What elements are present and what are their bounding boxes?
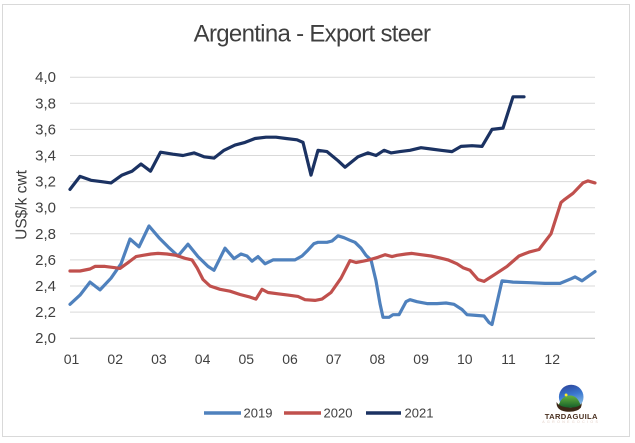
svg-text:08: 08 [370, 351, 386, 367]
svg-text:TARDAGUILA: TARDAGUILA [545, 412, 598, 421]
svg-text:03: 03 [151, 351, 167, 367]
svg-text:12: 12 [544, 351, 560, 367]
svg-text:11: 11 [501, 351, 516, 367]
svg-text:10: 10 [457, 351, 473, 367]
svg-text:2,2: 2,2 [35, 304, 56, 321]
svg-text:3,2: 3,2 [35, 174, 56, 191]
svg-text:04: 04 [195, 351, 211, 367]
svg-text:3,4: 3,4 [35, 148, 56, 165]
svg-text:3,0: 3,0 [35, 200, 56, 217]
svg-text:4,0: 4,0 [35, 69, 56, 86]
svg-text:2020: 2020 [324, 406, 353, 421]
svg-text:3,8: 3,8 [35, 95, 56, 112]
svg-text:2,0: 2,0 [35, 330, 56, 347]
svg-text:2,4: 2,4 [35, 278, 56, 295]
svg-text:07: 07 [326, 351, 342, 367]
svg-text:AGRONEGOCIOS: AGRONEGOCIOS [542, 420, 600, 424]
svg-text:2021: 2021 [405, 406, 434, 421]
svg-text:09: 09 [413, 351, 429, 367]
svg-text:01: 01 [64, 351, 80, 367]
svg-text:3,6: 3,6 [35, 121, 56, 138]
svg-text:Argentina - Export steer: Argentina - Export steer [194, 21, 431, 48]
svg-text:06: 06 [282, 351, 298, 367]
svg-text:05: 05 [239, 351, 255, 367]
svg-text:2019: 2019 [244, 406, 273, 421]
svg-text:US$/k cwt: US$/k cwt [14, 169, 31, 239]
svg-text:2,6: 2,6 [35, 252, 56, 269]
svg-text:2,8: 2,8 [35, 226, 56, 243]
svg-text:02: 02 [107, 351, 123, 367]
